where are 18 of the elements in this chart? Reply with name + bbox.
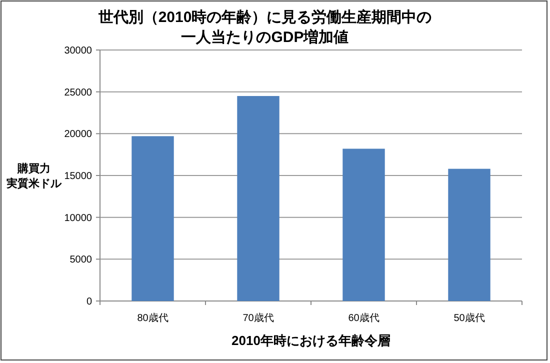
x-tick-label: 50歳代: [454, 312, 485, 324]
bar: [237, 96, 280, 301]
y-tick-label: 5000: [70, 254, 92, 266]
y-axis-title: 購買力実質米ドル: [6, 162, 62, 190]
y-tick-label: 10000: [64, 212, 92, 224]
x-tick-label: 60歳代: [348, 312, 380, 324]
x-tick-label: 80歳代: [137, 312, 168, 324]
bar: [448, 168, 490, 301]
chart-title: 世代別（2010時の年齢）に見る労働生産期間中の一人当たりのGDP増加値: [97, 8, 432, 46]
y-tick-label: 0: [86, 296, 92, 308]
y-tick-label: 15000: [64, 171, 92, 182]
x-tick-label: 70歳代: [242, 312, 274, 324]
y-tick-label: 20000: [64, 129, 92, 140]
x-axis-title: 2010年時における年齢令層: [232, 333, 390, 348]
y-tick-label: 30000: [64, 46, 92, 56]
y-tick-label: 25000: [64, 87, 92, 98]
bar: [342, 148, 385, 301]
bar: [132, 136, 174, 301]
